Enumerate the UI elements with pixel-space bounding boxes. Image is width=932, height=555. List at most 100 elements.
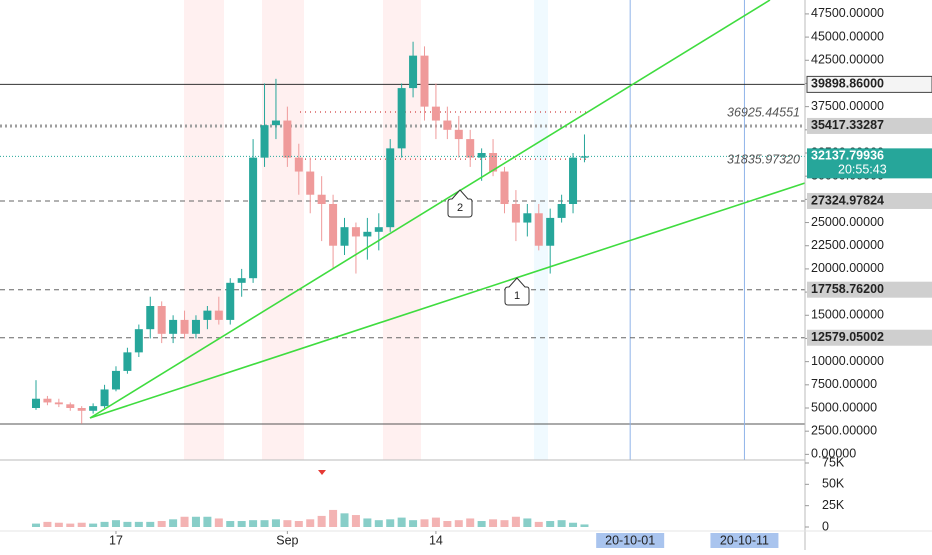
- candle-body: [489, 153, 498, 172]
- candle-body: [203, 310, 212, 320]
- volume-bar: [54, 522, 63, 527]
- volume-bar: [306, 519, 315, 527]
- x-tick-label: 20-10-01: [605, 533, 655, 547]
- candle-body: [214, 310, 223, 320]
- candle-body: [511, 204, 520, 223]
- y-tick-label: 42500.00000: [811, 53, 884, 67]
- highlight-bands: [184, 0, 548, 460]
- signal-marker: [318, 470, 326, 475]
- level-label: 27324.97824: [811, 193, 884, 207]
- volume-bar: [420, 519, 429, 527]
- candle-body: [546, 217, 555, 246]
- volume-bar: [466, 518, 475, 527]
- volume-bar: [134, 521, 143, 527]
- candle-body: [191, 319, 200, 334]
- candle-body: [123, 352, 132, 371]
- volume-bar: [351, 515, 360, 527]
- volume-bar: [443, 521, 452, 527]
- volume-bar: [249, 520, 258, 527]
- level-label: 17758.76200: [811, 282, 884, 296]
- level-label: 39898.86000: [811, 77, 884, 91]
- y-tick-label: 37500.00000: [811, 99, 884, 113]
- candle-body: [180, 319, 189, 334]
- volume-bar: [123, 521, 132, 527]
- volume-bar: [214, 518, 223, 527]
- candle-body: [100, 389, 109, 407]
- volume-bar: [546, 521, 555, 527]
- candle-body: [271, 120, 280, 126]
- candle-body: [294, 157, 303, 172]
- volume-bar: [226, 521, 235, 527]
- last-price-label: 32137.79936: [811, 149, 884, 163]
- candle-body: [249, 157, 258, 279]
- volume-bar: [523, 518, 532, 527]
- candle-body: [146, 306, 155, 330]
- candle-body: [111, 370, 120, 390]
- y-tick-label: 7500.00000: [811, 377, 877, 391]
- y-tick-label: 0.00000: [811, 447, 856, 461]
- candle-body: [329, 204, 338, 246]
- y-tick-label: 15000.00000: [811, 308, 884, 322]
- y-tick-label: 22500.00000: [811, 238, 884, 252]
- volume-bar: [454, 520, 463, 527]
- candle-body: [351, 227, 360, 237]
- volume-bar: [534, 521, 543, 527]
- candle-body: [454, 129, 463, 140]
- volume-bar: [374, 520, 383, 527]
- level-label-box: [806, 75, 932, 93]
- trend-line: [89, 182, 806, 419]
- level-label-box: [807, 117, 932, 134]
- candle-body: [580, 156, 589, 158]
- candle-body: [534, 213, 543, 246]
- volume-tick-label: 75K: [822, 455, 845, 469]
- volume-bar: [100, 521, 109, 527]
- last-price-box: [807, 148, 932, 179]
- candle-body: [317, 194, 326, 204]
- trend-lines: [89, 0, 806, 419]
- x-tick-label: 17: [109, 533, 123, 547]
- volume-bar: [271, 519, 280, 527]
- x-tick-box: [596, 533, 665, 548]
- volume-bar: [409, 520, 418, 527]
- volume-bar: [386, 519, 395, 527]
- volume-bar: [43, 521, 52, 527]
- y-tick-label: 2500.00000: [811, 423, 877, 437]
- y-tick-label: 47500.00000: [811, 6, 884, 20]
- level-label-box: [807, 192, 932, 209]
- candle-body: [306, 171, 315, 195]
- mark-label: 36925.44551: [727, 105, 800, 119]
- callout-box: [447, 189, 473, 218]
- candle-body: [569, 157, 578, 204]
- volume-bar: [89, 523, 98, 527]
- plot: [0, 0, 805, 527]
- level-label: 12579.05002: [811, 330, 884, 344]
- candle-body: [340, 227, 349, 246]
- volume-bar: [317, 515, 326, 527]
- candle-body: [260, 125, 269, 158]
- candle-body: [134, 329, 143, 353]
- volume-tick-label: 0: [822, 519, 829, 533]
- candle-body: [54, 402, 63, 405]
- candle-body: [386, 148, 395, 228]
- level-label: 35417.33287: [811, 118, 884, 132]
- volume-bar: [203, 516, 212, 527]
- countdown: 20:55:43: [838, 163, 887, 177]
- annotation-label: 2: [457, 202, 463, 214]
- volume-bar: [169, 519, 178, 527]
- x-tick-label: 14: [429, 533, 443, 547]
- callout-box: [504, 277, 530, 306]
- volume-tick-label: 25K: [822, 498, 845, 512]
- volume-bar: [31, 523, 40, 527]
- candle-body: [409, 55, 418, 89]
- candle-body: [237, 278, 246, 283]
- candle-body: [477, 153, 486, 158]
- volume-bar: [569, 522, 578, 527]
- annotation-callouts: 1 2: [447, 189, 530, 306]
- volume-bar: [283, 520, 292, 527]
- volume-bar: [500, 520, 509, 527]
- volume-bar: [191, 516, 200, 527]
- volume-bar: [363, 518, 372, 527]
